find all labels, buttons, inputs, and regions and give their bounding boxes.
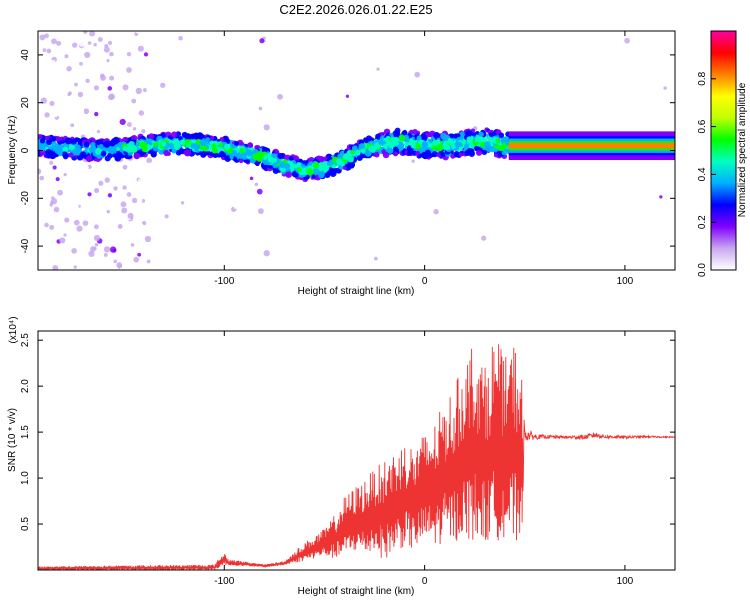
colorbar: 0.0 0.2 0.4 0.6 0.8 Normalized spectral ampl…	[697, 30, 748, 277]
spectrogram-y-tick-label: -40	[20, 238, 31, 253]
snr-x-tick-label: -100	[214, 576, 234, 587]
colorbar-tick-label: 0.8	[697, 71, 708, 85]
figure-title: C2E2.2026.026.01.22.E25	[279, 2, 432, 17]
spectrogram-y-tick-label: 20	[20, 97, 31, 109]
snr-x-tick-label: 100	[617, 576, 634, 587]
snr-panel: -100 0 100 0.5 1.0 1.5 2.0 2.5 Height of strai…	[7, 316, 676, 597]
snr-x-axis: -100 0 100	[214, 331, 634, 587]
colorbar-tick-label: 0.6	[697, 119, 708, 133]
spectrogram-panel: -100 0 100 -40 -20 0 20 40 Height of straight …	[7, 30, 676, 297]
spectrogram-x-tick-label: -100	[214, 276, 234, 287]
snr-y-tick-label: 1.0	[20, 471, 31, 485]
colorbar-label: Normalized spectral amplitude	[737, 82, 748, 217]
spectrogram-x-label: Height of straight line (km)	[298, 286, 415, 297]
snr-y-tick-label: 2.5	[20, 333, 31, 347]
colorbar-tick-label: 0.2	[697, 215, 708, 229]
spectrogram-heatmap	[38, 31, 675, 270]
snr-y-tick-label: 1.5	[20, 425, 31, 439]
spectrogram-y-tick-label: 40	[20, 49, 31, 61]
snr-y-label: SNR (10 * v/v)	[7, 408, 18, 472]
colorbar-gradient	[710, 30, 737, 271]
colorbar-tick-label: 0.4	[697, 167, 708, 181]
snr-x-tick-label: 0	[422, 576, 428, 587]
colorbar-tick-label: 0.0	[697, 263, 708, 277]
snr-x-label: Height of straight line (km)	[298, 586, 415, 597]
colorbar-ticks: 0.0 0.2 0.4 0.6 0.8	[697, 71, 716, 277]
spectrogram-y-tick-label: -20	[20, 191, 31, 206]
spectrogram-x-tick-label: 0	[422, 276, 428, 287]
snr-y-tick-label: 0.5	[20, 517, 31, 531]
spectrogram-x-axis: -100 0 100	[214, 31, 634, 287]
snr-y-axis: 0.5 1.0 1.5 2.0 2.5	[20, 333, 675, 531]
spectrogram-x-tick-label: 100	[617, 276, 634, 287]
snr-line	[38, 344, 675, 570]
spectrogram-y-tick-label: 0	[20, 147, 31, 153]
spectrogram-y-axis: -40 -20 0 20 40	[20, 49, 675, 253]
snr-frame	[37, 330, 676, 571]
snr-series-line	[38, 344, 675, 570]
snr-y-tick-label: 2.0	[20, 379, 31, 393]
snr-y-multiplier: (x10⁴)	[8, 316, 19, 343]
spectrogram-y-label: Frequency (Hz)	[7, 116, 18, 185]
